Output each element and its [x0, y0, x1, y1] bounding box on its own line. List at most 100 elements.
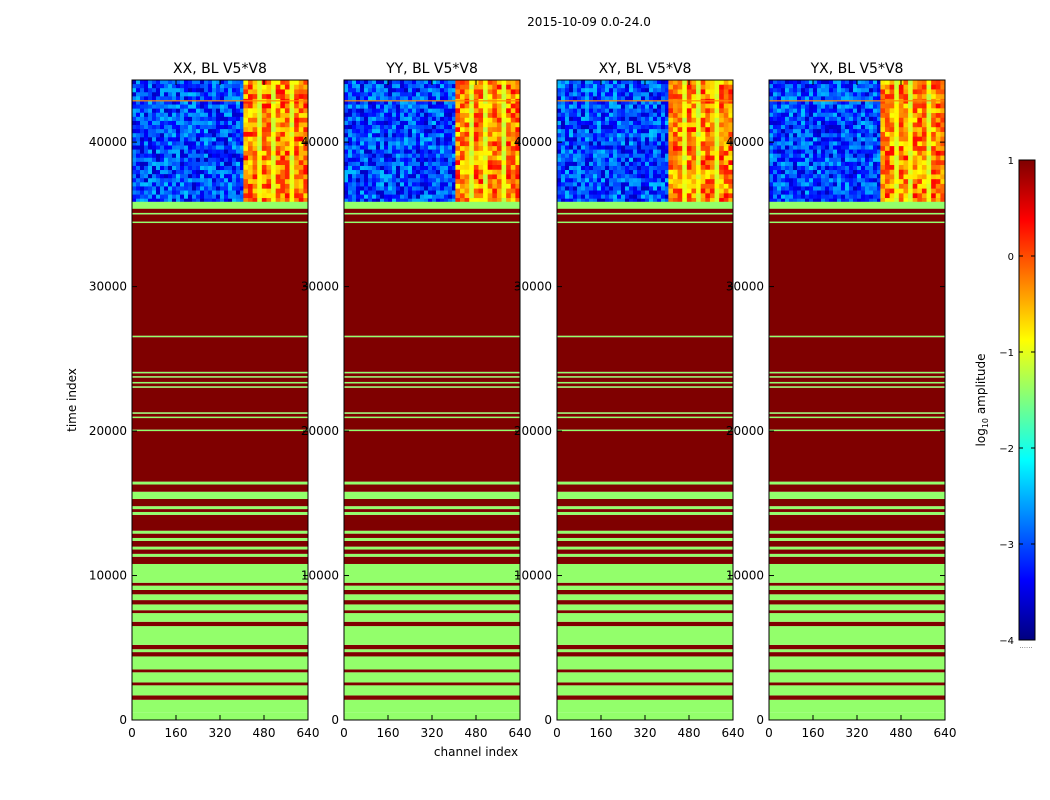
noise-cell [344, 137, 349, 142]
time-stripe [557, 582, 733, 586]
noise-cell [348, 104, 353, 109]
noise-cell [573, 194, 578, 200]
noise-cell [440, 157, 445, 163]
band-cell [271, 193, 276, 199]
band-cell [478, 155, 484, 161]
noise-cell [344, 178, 349, 183]
noise-cell [160, 96, 165, 101]
noise-cell [348, 84, 353, 89]
noise-cell [388, 198, 393, 204]
time-stripe [557, 669, 733, 673]
noise-cell [420, 88, 425, 93]
noise-cell [224, 133, 229, 138]
noise-cell [661, 149, 666, 154]
noise-cell [420, 161, 425, 167]
band-cell [709, 84, 715, 90]
noise-cell [577, 116, 582, 122]
noise-cell [412, 129, 417, 134]
noise-cell [392, 174, 397, 179]
time-stripe [132, 699, 308, 713]
noise-cell [565, 108, 570, 114]
band-cell [257, 113, 263, 119]
noise-cell [384, 165, 389, 171]
noise-cell [132, 137, 137, 142]
noise-cell [364, 116, 369, 122]
noise-cell [232, 104, 237, 109]
band-cell [483, 174, 488, 180]
noise-cell [577, 92, 582, 97]
noise-cell [396, 137, 401, 142]
noise-cell [613, 174, 618, 179]
noise-cell [444, 141, 449, 146]
noise-cell [601, 125, 606, 130]
noise-cell [581, 194, 586, 200]
noise-cell [152, 96, 157, 101]
noise-cell [392, 133, 397, 138]
noise-cell [416, 174, 421, 179]
noise-cell [204, 182, 209, 187]
noise-cell [180, 104, 185, 109]
noise-cell [593, 116, 598, 122]
noise-cell [585, 194, 590, 200]
band-cell [257, 174, 263, 180]
noise-cell [589, 125, 594, 130]
noise-cell [625, 198, 630, 204]
noise-cell [368, 80, 373, 85]
noise-cell [352, 141, 357, 146]
noise-cell [200, 133, 205, 138]
band-cell [496, 169, 502, 175]
noise-cell [360, 170, 365, 175]
noise-cell [400, 137, 405, 142]
noise-cell [657, 165, 662, 171]
band-cell [243, 146, 249, 152]
time-stripe [557, 416, 733, 419]
noise-cell [629, 100, 634, 105]
band-cell [492, 174, 498, 180]
band-cell [298, 188, 304, 194]
noise-cell [344, 149, 349, 154]
band-cell [294, 155, 300, 161]
noise-cell [348, 120, 353, 126]
band-cell [455, 84, 461, 90]
noise-cell [420, 137, 425, 142]
noise-cell [168, 161, 173, 167]
time-stripe [557, 514, 733, 531]
noise-cell [605, 178, 610, 183]
noise-cell [428, 129, 433, 134]
noise-cell [657, 194, 662, 200]
noise-cell [188, 178, 193, 183]
noise-cell [436, 125, 441, 130]
noise-cell [204, 141, 209, 146]
noise-cell [408, 88, 413, 93]
noise-cell [400, 170, 405, 175]
noise-cell [625, 165, 630, 171]
band-cell [515, 136, 520, 142]
noise-cell [348, 141, 353, 146]
noise-cell [657, 174, 662, 179]
noise-cell [609, 112, 614, 118]
band-cell [506, 150, 512, 156]
band-cell [280, 117, 286, 123]
noise-cell [593, 157, 598, 163]
noise-cell [404, 161, 409, 167]
noise-cell [637, 92, 642, 97]
band-cell [492, 127, 498, 133]
noise-cell [392, 186, 397, 191]
noise-cell [164, 88, 169, 93]
noise-cell [645, 96, 650, 101]
noise-cell [412, 137, 417, 142]
noise-cell [589, 182, 594, 187]
noise-cell [196, 145, 201, 150]
noise-cell [432, 96, 437, 101]
band-cell [455, 183, 461, 189]
noise-cell [208, 190, 213, 195]
noise-cell [240, 153, 245, 159]
band-cell [303, 150, 308, 156]
noise-cell [364, 145, 369, 150]
noise-cell [380, 198, 385, 204]
noise-cell [352, 88, 357, 93]
band-cell [705, 94, 711, 100]
noise-cell [376, 145, 381, 150]
noise-cell [637, 194, 642, 200]
band-cell [247, 136, 253, 142]
